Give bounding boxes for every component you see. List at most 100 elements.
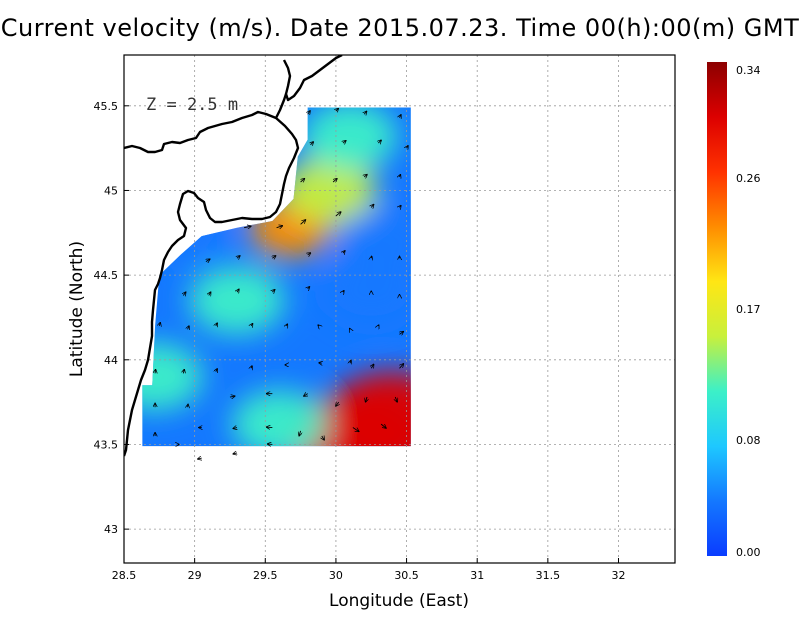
current-vector [400, 205, 402, 207]
current-vector [243, 226, 251, 228]
x-tick-label: 28.5 [112, 569, 137, 582]
x-tick-label: 30.5 [394, 569, 419, 582]
crimea-coast [282, 55, 343, 102]
current-vector [229, 396, 235, 397]
current-vector [304, 394, 308, 397]
current-vector [319, 363, 322, 364]
coastline [124, 55, 343, 457]
colorbar-tick-label: 0.26 [736, 172, 761, 185]
current-vector [378, 325, 379, 326]
x-axis-label: Longitude (East) [329, 591, 469, 611]
current-vector [299, 430, 301, 436]
current-vector [209, 292, 211, 296]
current-vector [183, 292, 186, 296]
current-vector [276, 226, 283, 228]
current-vector [371, 256, 372, 258]
colorbar-tick-label: 0.17 [736, 303, 761, 316]
chart-title: Current velocity (m/s). Date 2015.07.23.… [0, 14, 800, 42]
current-vector [350, 328, 351, 329]
speed-feature [302, 107, 398, 171]
colorbar-tick-label: 0.34 [736, 64, 761, 77]
y-tick-label: 43.5 [94, 438, 119, 451]
y-tick-label: 45.5 [94, 100, 119, 113]
colorbar-bar [707, 62, 727, 556]
current-vector [350, 360, 351, 363]
y-tick-label: 44.5 [94, 269, 119, 282]
current-vector [188, 326, 190, 330]
x-tick-label: 31.5 [536, 569, 561, 582]
current-vector [251, 366, 252, 369]
speed-feature [231, 390, 328, 447]
current-vector [198, 458, 202, 459]
speed-feature [281, 156, 377, 225]
current-vector [322, 436, 325, 440]
current-vector [272, 256, 276, 259]
current-vector [183, 369, 184, 373]
current-vector [378, 140, 381, 143]
current-vector [400, 331, 404, 334]
y-tick-label: 43 [104, 523, 118, 536]
current-vector [407, 146, 409, 149]
x-tick-label: 30 [329, 569, 343, 582]
current-vector [365, 396, 367, 402]
current-vector [310, 142, 313, 145]
colorbar-tick-label: 0.08 [736, 434, 761, 447]
speed-feature [337, 207, 411, 276]
current-vector [188, 404, 189, 407]
current-vector [333, 178, 337, 182]
current-vector [267, 444, 273, 445]
plot-frame [123, 54, 676, 564]
x-axis: 28.5 29 29.5 30 30.5 31 31.5 32 [112, 558, 625, 582]
current-vector [155, 369, 156, 373]
dnieper-estuary [274, 93, 288, 119]
current-vector [343, 291, 344, 293]
current-vector [371, 364, 374, 368]
x-tick-label: 31 [470, 569, 484, 582]
current-vector [308, 111, 311, 115]
depth-label: Z = 2.5 m [146, 95, 238, 115]
current-vector [216, 369, 218, 372]
current-vector [343, 141, 346, 144]
x-tick-label: 29 [188, 569, 202, 582]
current-vector [343, 251, 345, 254]
current-vector [318, 325, 319, 326]
current-vector [336, 108, 339, 111]
current-vector [206, 259, 210, 262]
current-vector [266, 427, 273, 428]
current-vector [251, 323, 253, 326]
current-vector [237, 256, 240, 259]
speed-feature [142, 342, 203, 411]
colorbar: 0.00 0.08 0.17 0.26 0.34 [707, 62, 761, 559]
x-tick-label: 29.5 [253, 569, 278, 582]
y-tick-label: 44 [104, 354, 118, 367]
current-vector [399, 364, 404, 369]
current-vector [233, 453, 237, 454]
current-vector [364, 174, 367, 177]
current-vector [395, 396, 397, 402]
current-vector [272, 290, 275, 293]
current-vector [371, 204, 374, 207]
current-vectors [155, 108, 408, 459]
current-vector [380, 423, 386, 428]
x-tick-label: 32 [611, 569, 625, 582]
y-axis-label: Latitude (North) [67, 241, 87, 377]
y-tick-label: 45 [104, 184, 118, 197]
coastline-ukraine-romania [124, 110, 300, 457]
current-vector [352, 427, 359, 432]
gridlines [124, 55, 675, 563]
current-vector [216, 323, 218, 326]
current-vector [335, 212, 341, 217]
current-vector [286, 324, 287, 326]
current-vector [364, 111, 367, 114]
current-vector [336, 402, 339, 406]
current-vector [400, 115, 402, 118]
current-vector [233, 428, 237, 429]
colorbar-tick-label: 0.00 [736, 546, 761, 559]
current-vector [301, 178, 305, 182]
y-axis: 43 43.5 44 44.5 45 45.5 [94, 100, 129, 536]
current-vector [308, 287, 310, 289]
speed-feature [189, 266, 285, 335]
current-vector [159, 322, 160, 326]
current-vector [400, 174, 401, 177]
